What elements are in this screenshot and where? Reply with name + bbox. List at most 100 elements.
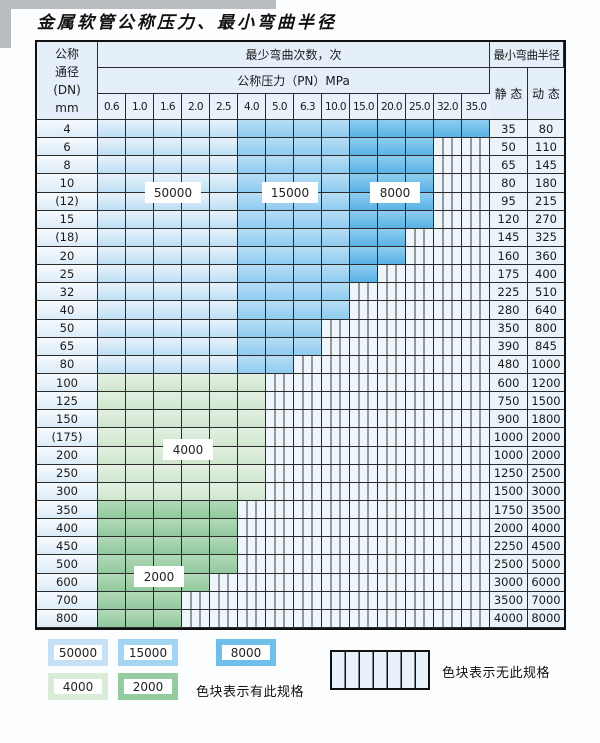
pressure-cell-available	[154, 519, 182, 538]
pressure-cell-no-spec	[406, 265, 434, 284]
dn-cell: 400	[37, 519, 98, 538]
pressure-cell-no-spec	[378, 410, 406, 429]
pressure-cell-no-spec	[350, 500, 378, 520]
pressure-cell-no-spec	[434, 482, 462, 501]
pressure-cell-no-spec	[406, 355, 434, 374]
pressure-cell-no-spec	[434, 519, 462, 538]
pressure-cell-no-spec	[294, 373, 322, 393]
dn-cell: 350	[37, 500, 98, 520]
pressure-cell-available	[322, 246, 350, 266]
static-radius-cell: 390	[490, 337, 528, 356]
pressure-tick: 1.6	[154, 94, 182, 120]
pressure-unit-header: 公称压力（PN）MPa	[98, 68, 490, 94]
pressure-cell-no-spec	[462, 174, 490, 193]
pressure-cell-available	[406, 210, 434, 229]
legend-swatch-50000: 50000	[48, 639, 108, 666]
static-radius-cell: 280	[490, 301, 528, 320]
pressure-cell-available	[126, 373, 154, 393]
legend-note-has-spec: 色块表示有此规格	[196, 685, 305, 700]
static-radius-cell: 3500	[490, 591, 528, 610]
pressure-cell-available	[154, 482, 182, 501]
dn-header-line: 通径	[54, 64, 79, 79]
pressure-cell-available	[322, 210, 350, 229]
pressure-cell-available	[294, 120, 322, 139]
pressure-cell-available	[406, 138, 434, 157]
pressure-cell-no-spec	[238, 500, 266, 520]
cycle-count-label-15000: 15000	[262, 182, 318, 203]
pressure-cell-no-spec	[434, 319, 462, 338]
pressure-cell-no-spec	[434, 392, 462, 411]
table-row-dn-80: 80 480 1000	[37, 355, 564, 374]
pressure-cell-no-spec	[378, 464, 406, 483]
pressure-cell-available	[182, 410, 210, 429]
pressure-cell-no-spec	[350, 301, 378, 320]
pressure-cell-no-spec	[406, 591, 434, 610]
pressure-cell-no-spec	[322, 464, 350, 483]
pressure-cell-available	[98, 555, 126, 574]
pressure-cell-no-spec	[378, 555, 406, 574]
dn-cell: 200	[37, 446, 98, 465]
pressure-cell-available	[98, 537, 126, 556]
cycle-count-label-8000: 8000	[370, 182, 420, 203]
pressure-cell-available	[210, 246, 238, 266]
pressure-cell-available	[322, 265, 350, 284]
dynamic-radius-cell: 1200	[528, 373, 564, 393]
pressure-tick: 35.0	[462, 94, 490, 120]
pressure-cell-no-spec	[406, 373, 434, 393]
pressure-cell-no-spec	[350, 482, 378, 501]
pressure-cell-no-spec	[378, 283, 406, 302]
table-header: 公称 通径 (DN) mm 最少弯曲次数，次 最小弯曲半径 公称压力（PN）MP…	[37, 42, 564, 120]
pressure-cell-available	[182, 519, 210, 538]
pressure-cell-no-spec	[462, 138, 490, 157]
pressure-cell-available	[378, 156, 406, 175]
pressure-cell-no-spec	[350, 392, 378, 411]
pressure-cell-available	[182, 573, 210, 592]
dn-cell: 25	[37, 265, 98, 284]
dynamic-radius-cell: 510	[528, 283, 564, 302]
pressure-cell-available	[154, 373, 182, 393]
pressure-cell-available	[98, 482, 126, 501]
dynamic-radius-cell: 1800	[528, 410, 564, 429]
pressure-tick: 6.3	[294, 94, 322, 120]
pressure-cell-available	[294, 265, 322, 284]
dynamic-radius-cell: 7000	[528, 591, 564, 610]
pressure-cell-no-spec	[266, 373, 294, 393]
pressure-cell-available	[238, 210, 266, 229]
pressure-cell-no-spec	[350, 591, 378, 610]
static-radius-cell: 480	[490, 355, 528, 374]
pressure-cell-available	[294, 246, 322, 266]
pressure-cell-no-spec	[238, 519, 266, 538]
pressure-cell-available	[266, 319, 294, 338]
pressure-cell-available	[210, 482, 238, 501]
pressure-cell-no-spec	[294, 482, 322, 501]
pressure-cell-available	[154, 319, 182, 338]
pressure-cell-no-spec	[294, 573, 322, 592]
pressure-cell-no-spec	[406, 573, 434, 592]
pressure-cell-available	[182, 283, 210, 302]
pressure-cell-no-spec	[350, 355, 378, 374]
pressure-cell-available	[182, 355, 210, 374]
pressure-cell-no-spec	[434, 265, 462, 284]
pressure-cell-available	[98, 301, 126, 320]
pressure-cell-no-spec	[350, 373, 378, 393]
static-radius-cell: 900	[490, 410, 528, 429]
dn-cell: 125	[37, 392, 98, 411]
pressure-cell-no-spec	[322, 410, 350, 429]
pressure-tick: 5.0	[266, 94, 294, 120]
pressure-cell-available	[350, 228, 378, 247]
pressure-cell-available	[154, 283, 182, 302]
pressure-cell-available	[182, 555, 210, 574]
pressure-cell-no-spec	[434, 246, 462, 266]
pressure-cell-available	[182, 392, 210, 411]
pressure-cell-no-spec	[294, 537, 322, 556]
cycle-count-label-50000: 50000	[145, 182, 201, 203]
pressure-cell-no-spec	[378, 301, 406, 320]
pressure-cell-available	[126, 591, 154, 610]
pressure-cell-no-spec	[322, 555, 350, 574]
pressure-cell-available	[210, 355, 238, 374]
pressure-cell-available	[210, 428, 238, 447]
pressure-cell-available	[126, 410, 154, 429]
pressure-cell-available	[126, 156, 154, 175]
static-header: 静 态	[490, 68, 528, 120]
pressure-cell-available	[98, 392, 126, 411]
